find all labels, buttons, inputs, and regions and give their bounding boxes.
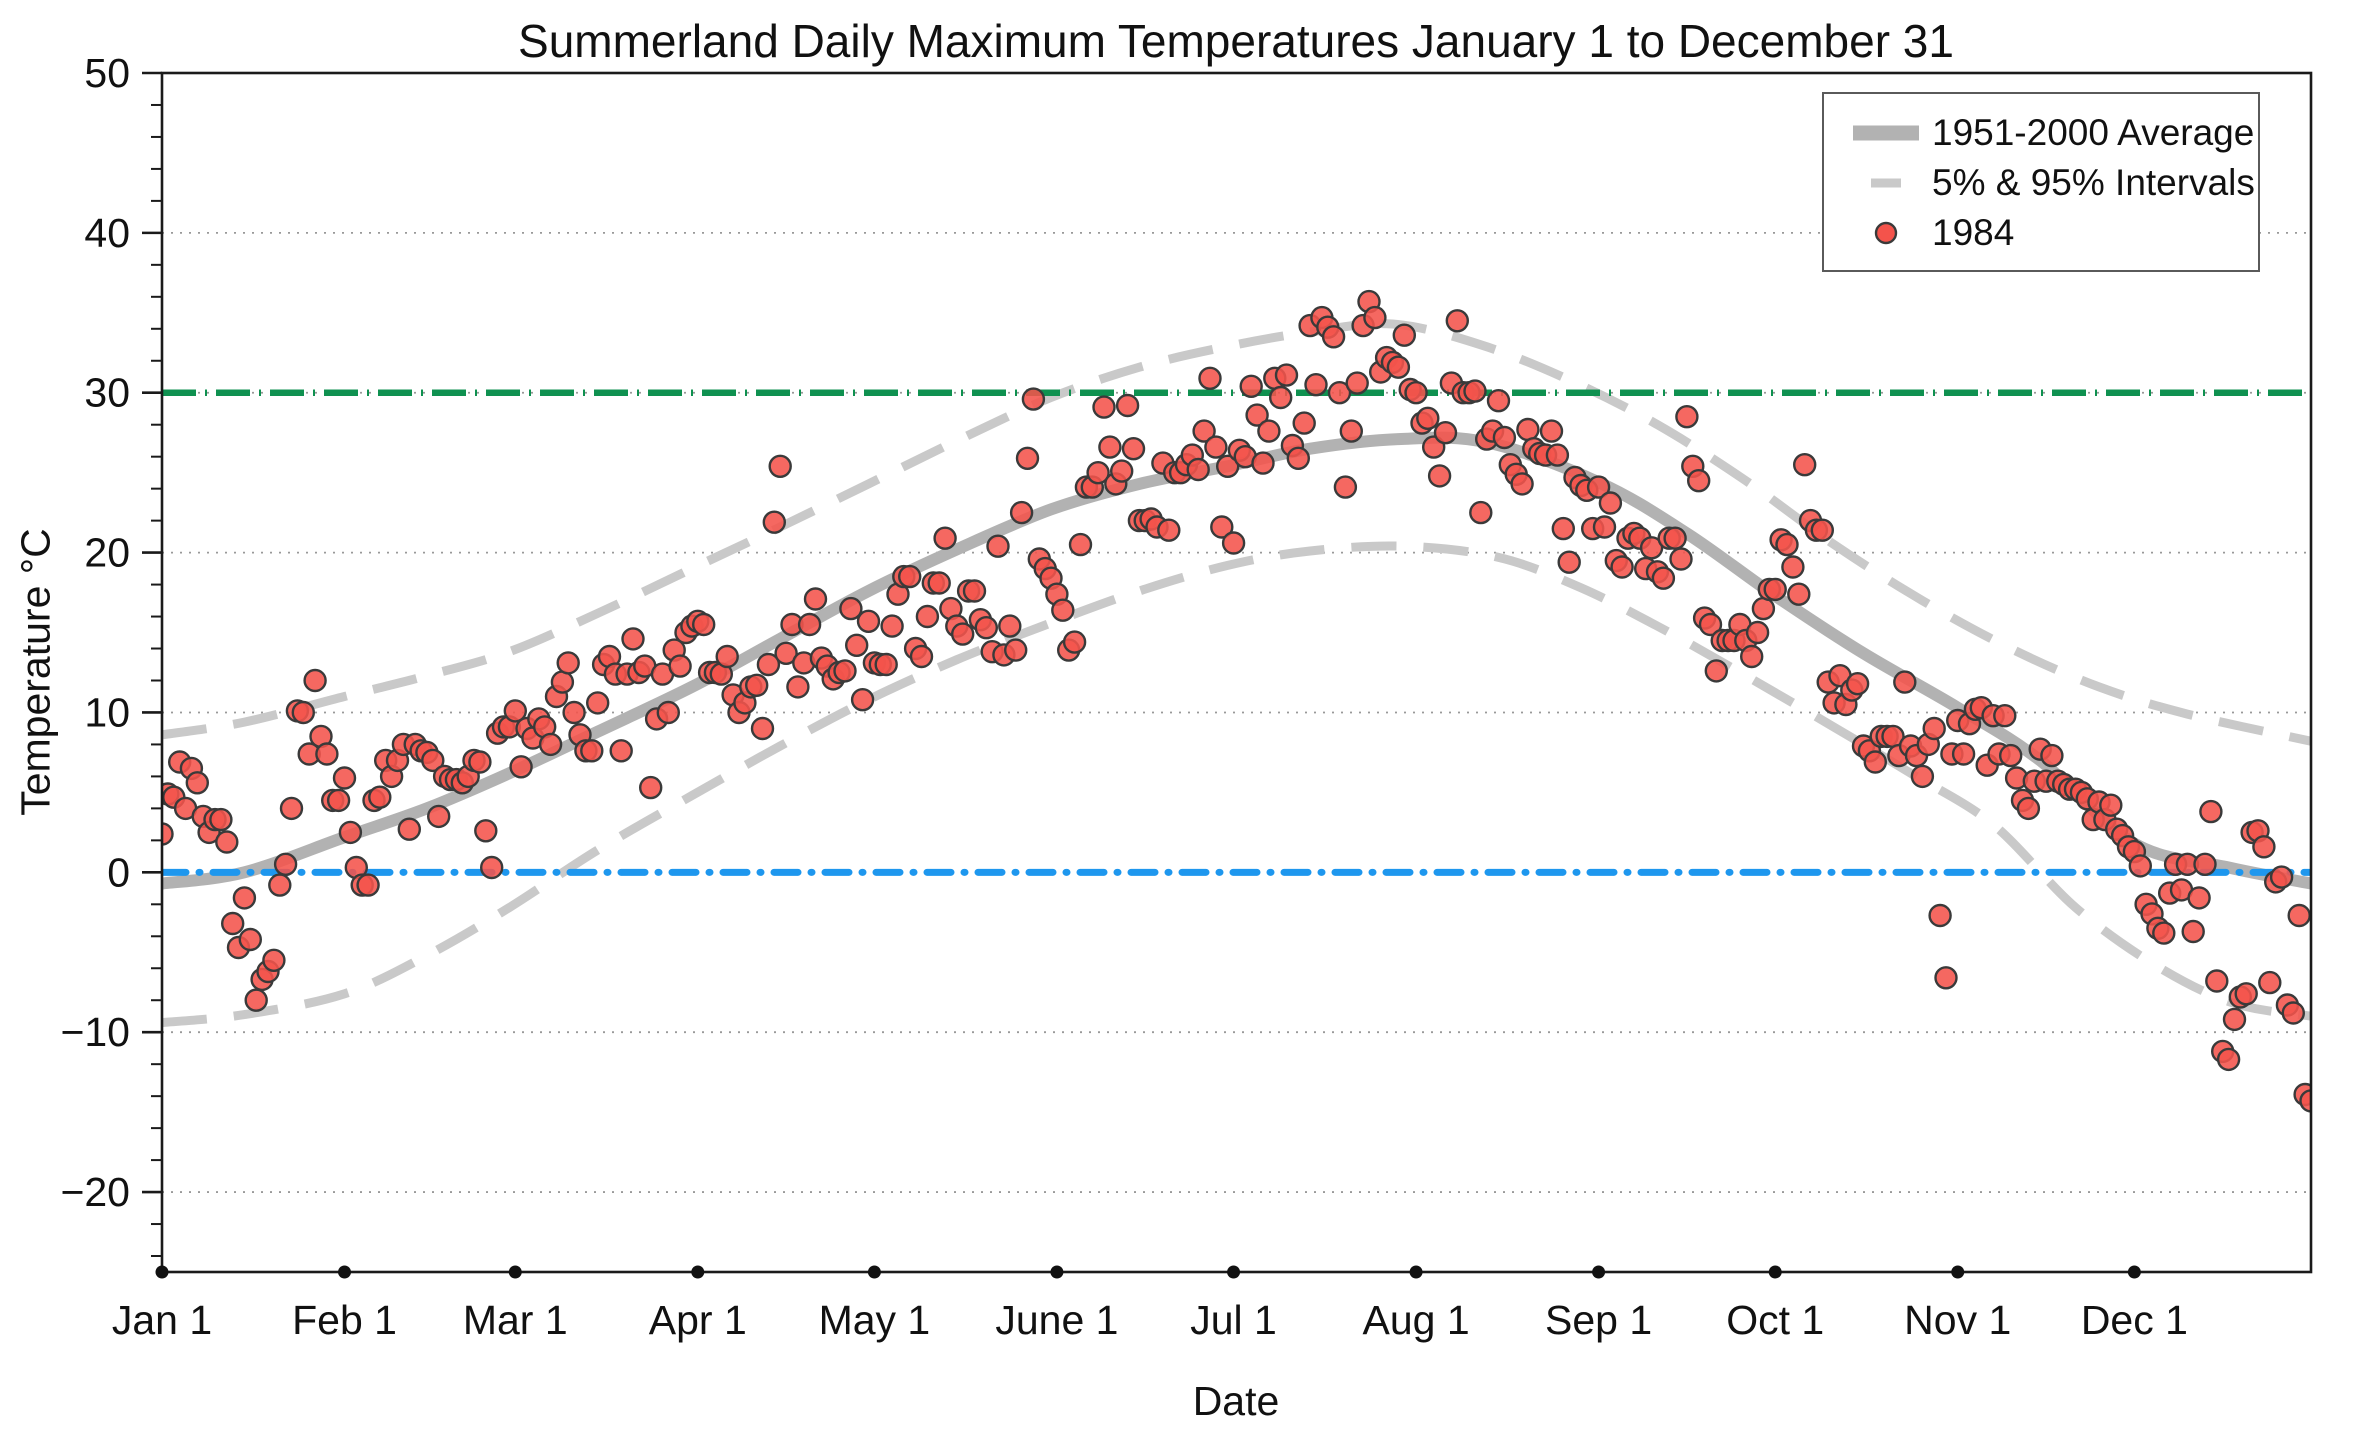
chart-title: Summerland Daily Maximum Temperatures Ja… (518, 15, 1954, 67)
legend-label: 5% & 95% Intervals (1932, 162, 2255, 203)
svg-text:Oct 1: Oct 1 (1726, 1297, 1824, 1343)
interval-dash-swatch-icon (1840, 173, 1932, 193)
observation-dot-swatch-icon (1840, 219, 1932, 247)
svg-text:50: 50 (84, 50, 130, 96)
y-axis-label: Temperature °C (12, 528, 59, 816)
svg-text:Jul 1: Jul 1 (1190, 1297, 1277, 1343)
svg-text:Aug 1: Aug 1 (1362, 1297, 1469, 1343)
svg-text:May 1: May 1 (819, 1297, 931, 1343)
legend-label: 1951-2000 Average (1932, 112, 2255, 153)
svg-text:June 1: June 1 (995, 1297, 1118, 1343)
svg-text:10: 10 (84, 689, 130, 735)
svg-text:Mar 1: Mar 1 (463, 1297, 568, 1343)
x-axis-label: Date (1192, 1378, 1280, 1424)
legend-item-1984: 1984 (1840, 208, 2248, 258)
svg-text:Apr 1: Apr 1 (649, 1297, 747, 1343)
svg-text:Jan 1: Jan 1 (112, 1297, 212, 1343)
svg-text:Sep 1: Sep 1 (1545, 1297, 1652, 1343)
svg-text:20: 20 (84, 530, 130, 576)
legend: 1951-2000 Average 5% & 95% Intervals 198… (1822, 92, 2260, 272)
legend-label: 1984 (1932, 212, 2015, 253)
svg-text:Nov 1: Nov 1 (1904, 1297, 2011, 1343)
svg-text:30: 30 (84, 370, 130, 416)
svg-text:−10: −10 (60, 1009, 130, 1055)
legend-item-average: 1951-2000 Average (1840, 108, 2254, 158)
svg-text:0: 0 (107, 849, 130, 895)
average-line-swatch-icon (1840, 123, 1932, 143)
svg-text:−20: −20 (60, 1169, 130, 1215)
svg-text:Dec 1: Dec 1 (2081, 1297, 2188, 1343)
svg-text:Feb 1: Feb 1 (292, 1297, 397, 1343)
legend-item-intervals: 5% & 95% Intervals (1840, 158, 2255, 208)
svg-text:40: 40 (84, 210, 130, 256)
